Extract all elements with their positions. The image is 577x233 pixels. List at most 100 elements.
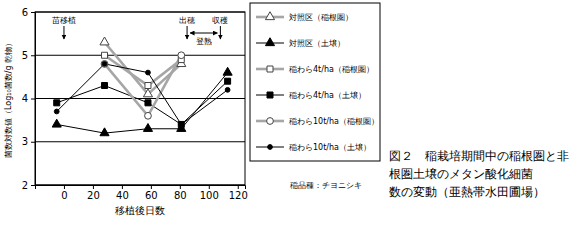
caption: 図２ 稲栽培期間中の稲根圏と非 [389,149,569,163]
data-point [146,70,151,75]
data-point [102,83,108,89]
x-tick: 20 [87,185,100,201]
y-tick: 4 [22,93,35,104]
y-tick-mark [31,142,35,143]
y-axis-line [31,13,36,186]
legend-label: 対照区（土壌） [289,39,345,48]
x-tick: 100 [200,185,219,201]
chart-svg: 23456020406080100120菌数対数値（Log₁₀菌数/g 乾物）移… [0,0,577,233]
legend-marker [265,38,274,46]
x-tick-label: 100 [200,190,219,201]
plot-frame [35,12,245,185]
grid [35,12,245,185]
annotation-note: 稲品種：チヨニシキ [290,181,362,190]
x-tick-label: 120 [229,190,248,201]
annotation-text: 登熟 [196,37,212,46]
legend-label: 稲わら10t/ha（土壌） [289,143,371,152]
legend-label: 稲わら4t/ha（稲根圏） [289,65,374,74]
x-axis-title: 移植後日数 [115,205,165,216]
data-point [143,89,152,97]
y-axis: 2 3 4 5 6 [22,7,36,191]
annotation-arrow [220,26,221,39]
legend-marker [267,118,274,125]
y-tick-label: 5 [22,50,28,61]
legend-label: 稲わら4t/ha（土壌） [289,91,366,100]
y-tick-mark [31,99,35,100]
data-point [143,124,152,132]
data-point [178,52,185,59]
data-point [225,78,231,84]
annotation-arrow [187,26,188,39]
annotation-text: 出穂 [179,16,195,25]
y-axis-title: 菌数対数値（Log₁₀菌数/g 乾物） [4,39,13,158]
x-tick: 60 [145,185,158,201]
y-tick-label: 6 [22,7,28,18]
data-point [179,122,184,127]
y-tick-mark [31,185,35,186]
x-tick-mark [238,185,239,189]
x-tick-mark [151,185,152,189]
x-tick-label: 40 [116,190,129,201]
legend-marker [268,145,273,150]
x-axis-line [36,186,246,190]
legend-label: 稲わら10t/ha（稲根圏） [289,117,379,126]
x-tick-label: 0 [61,190,67,201]
x-tick-label: 20 [87,190,100,201]
data-point [102,62,107,67]
data-point [100,37,109,45]
x-tick-mark [180,185,181,189]
series-line [105,42,182,94]
x-tick-mark [93,185,94,189]
y-tick-mark [31,12,35,13]
data-point [100,128,109,136]
background [0,0,577,233]
y-tick: 6 [22,7,35,18]
legend-marker [267,92,273,98]
x-tick-mark [64,185,65,189]
caption: 根圏土壌のメタン酸化細菌 [389,167,533,181]
annotation-arrow [63,26,64,39]
data-point [54,109,59,114]
x-tick-label: 60 [145,190,158,201]
x-tick: 40 [116,185,129,201]
x-tick: 0 [61,185,67,201]
data-point [223,67,232,75]
legend-label: 対照区（稲根圏） [289,13,353,22]
annotation-arrow [190,33,217,34]
grid-line [35,55,245,56]
data-point [101,61,108,68]
y-tick-label: 3 [22,136,28,147]
data-point [145,83,151,89]
y-tick-mark [31,55,35,56]
data-point [145,100,151,106]
data-point [102,52,108,58]
x-tick-label: 80 [174,190,187,201]
data-point [52,119,61,127]
x-tick-mark [209,185,210,189]
y-tick: 5 [22,50,35,61]
x-tick: 80 [174,185,187,201]
y-tick-label: 4 [22,93,28,104]
data-point [145,112,152,119]
legend: 対照区（稲根圏） 対照区（土壌） 稲わら4t/ha（稲根圏） 稲わら4t/ha（土壌）… [250,3,380,161]
series-line [57,64,228,125]
data-point [225,87,230,92]
grid-line [35,141,245,142]
data-point [54,100,60,106]
x-tick-mark [122,185,123,189]
series-line [57,81,228,124]
x-tick: 120 [229,185,248,201]
annotation-text: 収穫 [212,16,228,25]
x-axis: 0 20 40 60 80 100 120 [36,185,248,201]
y-tick-label: 2 [22,180,28,191]
caption: 数の変動（亜熱帯水田圃場） [389,185,545,199]
y-tick: 2 [22,180,35,191]
legend-marker [265,12,274,20]
plot-marks [52,37,232,136]
annotation-text: 苗移植 [52,16,76,25]
series-line [105,55,182,85]
data-point [178,121,184,127]
y-tick: 3 [22,136,35,147]
legend-box [250,3,380,161]
legend-marker [267,66,273,72]
